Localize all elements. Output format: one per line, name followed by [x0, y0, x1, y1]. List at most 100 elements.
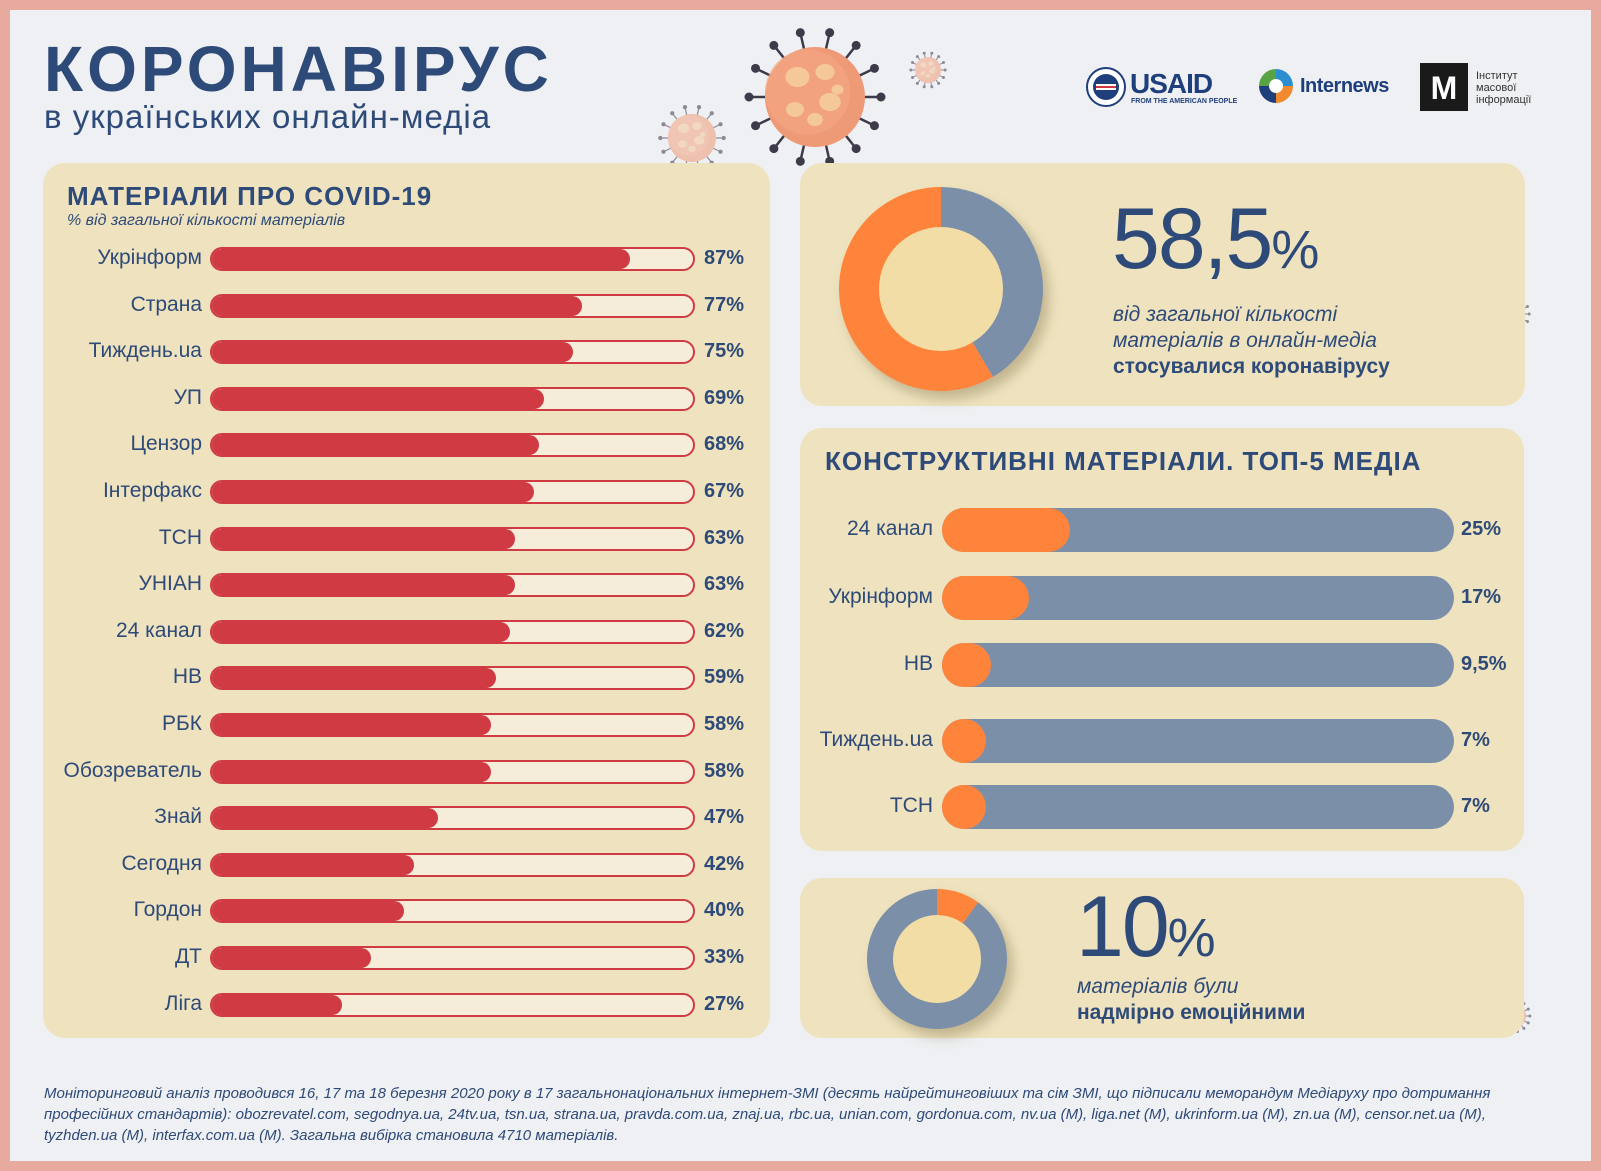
- covid-bar-label: ТСН: [158, 525, 202, 549]
- covid-bar-label: УНІАН: [138, 572, 202, 596]
- covid-bar-label: УП: [173, 385, 202, 409]
- covid-bar-track: [210, 713, 695, 737]
- covid-bar: [212, 715, 491, 735]
- page-title: КОРОНАВІРУС: [44, 33, 553, 105]
- constructive-bar-value: 7%: [1461, 729, 1490, 751]
- covid-bar: [212, 575, 516, 596]
- constructive-bar-label: 24 канал: [846, 517, 933, 540]
- imi-name-line1: Інститут: [1476, 70, 1518, 82]
- virus-icon: [909, 51, 947, 89]
- covid-bar-track: [210, 573, 695, 598]
- imi-name-line3: інформації: [1476, 94, 1532, 106]
- emotional-caption-line2: надмірно емоційними: [1077, 1001, 1306, 1024]
- covid-bar: [212, 295, 583, 316]
- constructive-bar-label: НВ: [903, 652, 933, 675]
- usaid-seal-icon: [1086, 67, 1126, 107]
- covid-bar: [212, 435, 540, 456]
- emotional-share-value: 10%: [1076, 878, 1216, 977]
- constructive-bar-track: [942, 785, 1454, 829]
- covid-bar-label: Цензор: [130, 432, 202, 456]
- covid-bar-value: 58%: [704, 713, 745, 735]
- share-caption: від загальної кількості матеріалів в онл…: [1113, 302, 1390, 380]
- emotional-number: 10: [1076, 879, 1170, 975]
- covid-bar-track: [210, 992, 695, 1017]
- covid-bar: [212, 249, 631, 269]
- covid-bar-track: [210, 386, 695, 411]
- covid-bar: [212, 528, 516, 549]
- page-subtitle: в українських онлайн-медіа: [44, 98, 492, 135]
- covid-bar-value: 69%: [704, 386, 745, 409]
- constructive-bar-track: [942, 576, 1454, 620]
- covid-bar: [212, 901, 405, 922]
- donut-hole: [893, 915, 981, 1003]
- covid-bar-label: РБК: [161, 712, 202, 735]
- covid-panel-note: % від загальної кількості матеріалів: [67, 212, 346, 229]
- imi-mark: М: [1420, 63, 1468, 111]
- covid-bar-label: ДТ: [174, 945, 202, 968]
- constructive-bar: [942, 508, 1070, 552]
- constructive-bar: [942, 576, 1030, 620]
- constructive-bar-value: 25%: [1461, 518, 1502, 540]
- share-number: 58,5: [1112, 191, 1273, 287]
- emotional-caption-line1: матеріалів були: [1077, 975, 1239, 998]
- covid-bar-label: Інтерфакс: [102, 479, 202, 502]
- covid-bar-label: НВ: [172, 665, 202, 689]
- share-caption-line3: стосувалися коронавірусу: [1113, 355, 1390, 378]
- constructive-bar-label: ТСН: [889, 794, 933, 817]
- covid-bar-value: 58%: [704, 759, 745, 782]
- constructive-bar-label: Тиждень.ua: [819, 728, 933, 751]
- internews-globe-icon: [1259, 69, 1293, 103]
- constructive-bar-track: [942, 508, 1454, 552]
- emotional-share-donut: [867, 889, 1007, 1029]
- coronavirus-share-donut: [839, 187, 1043, 391]
- share-caption-line1: від загальної кількості: [1113, 303, 1338, 326]
- covid-bar-value: 63%: [704, 526, 745, 549]
- constructive-bar-track: [942, 643, 1454, 687]
- covid-bar-label: Ліга: [164, 991, 202, 1015]
- covid-bar-value: 62%: [704, 619, 745, 642]
- usaid-tagline: FROM THE AMERICAN PEOPLE: [1131, 98, 1238, 105]
- covid-bar-label: Обозреватель: [63, 758, 203, 782]
- covid-bar: [212, 854, 415, 875]
- covid-bar-track: [210, 946, 695, 970]
- virus-icon: [744, 28, 886, 166]
- covid-bar-label: Сегодня: [121, 851, 202, 875]
- covid-bar-track: [210, 247, 695, 271]
- coronavirus-share-value: 58,5%: [1112, 190, 1319, 289]
- covid-bar: [212, 761, 491, 782]
- covid-bar-track: [210, 806, 695, 831]
- constructive-bar-value: 9,5%: [1461, 653, 1507, 675]
- covid-bar-value: 87%: [704, 247, 745, 269]
- covid-bar-value: 63%: [704, 573, 745, 596]
- covid-bar: [212, 948, 371, 968]
- covid-bar-label: 24 канал: [115, 618, 202, 642]
- covid-bar-track: [210, 340, 695, 365]
- covid-bar-track: [210, 666, 695, 691]
- covid-bar-value: 67%: [704, 480, 745, 502]
- covid-bar: [212, 621, 511, 642]
- constructive-bar: [942, 643, 991, 687]
- constructive-bar-track: [942, 719, 1454, 763]
- covid-bar-label: Тиждень.ua: [88, 339, 202, 363]
- covid-bar-track: [210, 433, 695, 458]
- covid-bar-label: Укрінформ: [97, 246, 202, 269]
- covid-bar: [212, 668, 496, 689]
- share-caption-line2: матеріалів в онлайн-медіа: [1113, 329, 1377, 352]
- constructive-bar-value: 7%: [1461, 795, 1490, 817]
- emotional-unit: %: [1167, 908, 1216, 968]
- imi-name-line2: масової: [1476, 82, 1517, 94]
- covid-bar-track: [210, 293, 695, 318]
- covid-bar-value: 59%: [704, 666, 745, 689]
- covid-bar-value: 47%: [704, 806, 745, 829]
- methodology-footer: Моніторинговий аналіз проводився 16, 17 …: [44, 1085, 1491, 1144]
- constructive-panel: [800, 428, 1524, 851]
- covid-bar-value: 40%: [704, 899, 745, 922]
- covid-bar-track: [210, 759, 695, 784]
- usaid-wordmark: USAID: [1130, 68, 1213, 99]
- internews-wordmark: Internews: [1300, 75, 1389, 97]
- covid-bar-value: 75%: [704, 340, 745, 363]
- covid-bar: [212, 388, 544, 409]
- covid-bar-value: 27%: [704, 992, 745, 1015]
- emotional-caption: матеріалів були надмірно емоційними: [1077, 974, 1305, 1026]
- share-unit: %: [1271, 220, 1320, 280]
